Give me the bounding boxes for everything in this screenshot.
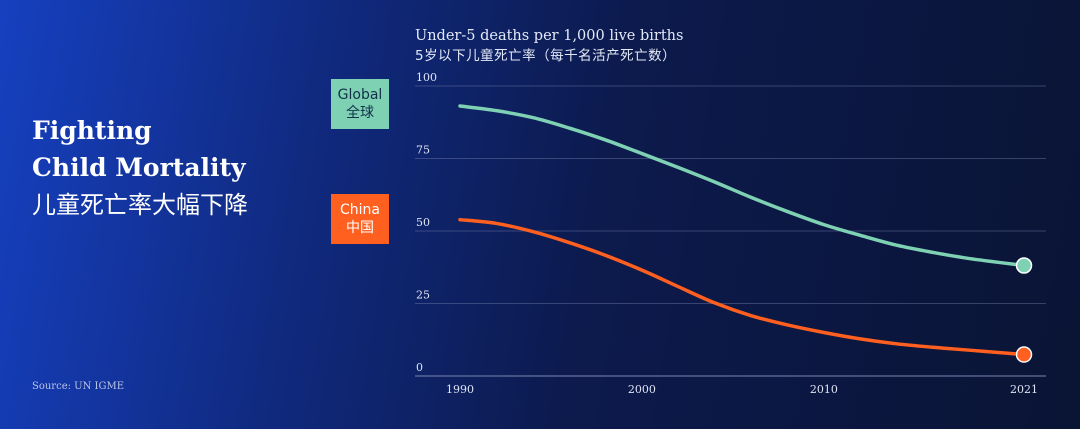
title-line-2: Child Mortality bbox=[32, 153, 246, 182]
legend-china-en: China bbox=[340, 202, 380, 218]
legend-global-cn: 全球 bbox=[346, 105, 374, 121]
title-chinese: 儿童死亡率大幅下降 bbox=[32, 191, 248, 219]
y-tick-label: 50 bbox=[416, 216, 430, 229]
source-note: Source: UN IGME bbox=[32, 381, 124, 392]
y-tick-label: 25 bbox=[416, 289, 430, 302]
title-block: Fighting Child Mortality 儿童死亡率大幅下降 bbox=[32, 112, 248, 222]
legend-global-en: Global bbox=[337, 87, 383, 103]
y-tick-label: 100 bbox=[416, 71, 437, 84]
legend-global-tag: Global 全球 bbox=[331, 79, 389, 129]
x-tick-label: 2000 bbox=[628, 383, 656, 396]
legend-china-tag: China 中国 bbox=[331, 194, 389, 244]
y-axis-label-en: Under-5 deaths per 1,000 live births bbox=[415, 28, 684, 44]
y-tick-label: 75 bbox=[416, 144, 430, 157]
title-line-1: Fighting bbox=[32, 116, 152, 145]
series-line-china bbox=[458, 217, 1026, 357]
x-tick-label: 1990 bbox=[446, 383, 474, 396]
y-tick-label: 0 bbox=[416, 361, 423, 374]
end-point-china bbox=[1015, 346, 1033, 363]
end-point-global bbox=[1015, 257, 1033, 274]
legend-china-cn: 中国 bbox=[346, 220, 374, 236]
x-tick-label: 2021 bbox=[1010, 383, 1038, 396]
y-axis-label: Under-5 deaths per 1,000 live births 5岁以… bbox=[415, 26, 683, 66]
series-line-global bbox=[458, 104, 1026, 268]
x-tick-label: 2010 bbox=[810, 383, 838, 396]
y-axis-label-cn: 5岁以下儿童死亡率（每千名活产死亡数） bbox=[415, 48, 677, 64]
